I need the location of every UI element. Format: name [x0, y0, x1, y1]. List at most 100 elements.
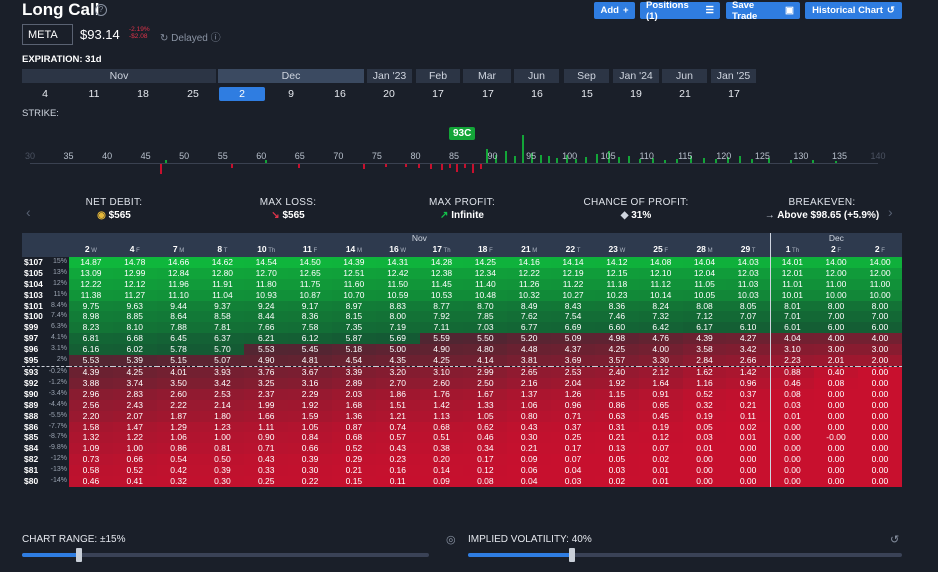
table-cell[interactable]: 0.11	[375, 476, 420, 487]
table-cell[interactable]: 14.00	[814, 256, 858, 268]
table-cell[interactable]: 6.45	[156, 333, 201, 345]
table-cell[interactable]: 1.67	[463, 388, 508, 400]
table-cell[interactable]: 8.15	[331, 311, 376, 323]
table-cell[interactable]: 1.22	[112, 432, 157, 444]
table-cell[interactable]: 11.80	[244, 278, 289, 290]
table-cell[interactable]: 0.00	[726, 465, 771, 477]
table-cell[interactable]: 1.26	[551, 388, 595, 400]
table-cell[interactable]: 12.22	[69, 278, 113, 290]
table-cell[interactable]: 2.40	[594, 366, 639, 378]
table-cell[interactable]: 6.37	[200, 333, 245, 345]
table-cell[interactable]: 8.58	[200, 311, 245, 323]
table-cell[interactable]: 3.10	[419, 366, 464, 378]
table-cell[interactable]: 12.65	[288, 267, 332, 279]
table-cell[interactable]: 0.46	[463, 432, 508, 444]
table-cell[interactable]: 0.45	[638, 410, 683, 422]
table-cell[interactable]: 0.50	[200, 454, 245, 466]
table-cell[interactable]: 0.00	[857, 399, 902, 411]
table-cell[interactable]: 0.04	[551, 465, 595, 477]
table-cell[interactable]: 4.39	[682, 333, 727, 345]
table-cell[interactable]: 1.21	[375, 410, 420, 422]
table-cell[interactable]: 3.69	[551, 355, 595, 367]
table-cell[interactable]: 0.54	[156, 454, 201, 466]
table-cell[interactable]: 12.04	[682, 267, 727, 279]
table-cell[interactable]: 8.10	[112, 322, 157, 334]
table-cell[interactable]: 0.63	[594, 410, 639, 422]
table-cell[interactable]: 1.09	[69, 443, 113, 455]
table-cell[interactable]: 0.33	[244, 465, 289, 477]
table-cell[interactable]: 3.00	[857, 344, 902, 356]
table-cell[interactable]: 6.81	[69, 333, 113, 345]
table-cell[interactable]: 10.14	[638, 289, 683, 301]
table-cell[interactable]: 12.10	[638, 267, 683, 279]
table-cell[interactable]: 11.18	[594, 278, 639, 290]
table-cell[interactable]: 0.00	[769, 454, 815, 466]
table-cell[interactable]: 7.85	[463, 311, 508, 323]
table-cell[interactable]: 9.44	[156, 300, 201, 312]
table-cell[interactable]: 4.25	[112, 366, 157, 378]
table-cell[interactable]: 8.43	[551, 300, 595, 312]
table-cell[interactable]: 7.62	[507, 311, 552, 323]
table-cell[interactable]: 11.00	[814, 278, 858, 290]
table-cell[interactable]: 3.76	[244, 366, 289, 378]
table-cell[interactable]: 3.93	[200, 366, 245, 378]
table-cell[interactable]: 0.02	[594, 476, 639, 487]
table-cell[interactable]: 1.99	[244, 399, 289, 411]
expiry-day-10[interactable]: 16	[531, 88, 543, 100]
table-cell[interactable]: 0.00	[682, 465, 727, 477]
table-cell[interactable]: 0.01	[769, 410, 815, 422]
table-cell[interactable]: 0.00	[769, 443, 815, 455]
table-cell[interactable]: 0.34	[463, 443, 508, 455]
table-cell[interactable]: 6.00	[857, 322, 902, 334]
table-cell[interactable]: 0.81	[200, 443, 245, 455]
table-cell[interactable]: -0.00	[814, 432, 858, 444]
table-cell[interactable]: 14.08	[638, 256, 683, 268]
table-cell[interactable]: 5.50	[463, 333, 508, 345]
table-cell[interactable]: 1.05	[288, 421, 332, 433]
table-cell[interactable]: 0.22	[288, 476, 332, 487]
table-cell[interactable]: 10.53	[419, 289, 464, 301]
table-cell[interactable]: 5.70	[200, 344, 245, 356]
table-cell[interactable]: 2.53	[551, 366, 595, 378]
table-cell[interactable]: 12.12	[112, 278, 157, 290]
selected-strike-badge[interactable]: 93C	[449, 127, 476, 140]
table-cell[interactable]: 7.19	[375, 322, 420, 334]
expiry-day-9[interactable]: 17	[482, 88, 494, 100]
add-button[interactable]: Add +	[594, 2, 635, 19]
table-cell[interactable]: 2.03	[331, 388, 376, 400]
table-cell[interactable]: 14.87	[69, 256, 113, 268]
expiry-day-3[interactable]: 25	[187, 88, 199, 100]
table-cell[interactable]: 2.83	[112, 388, 157, 400]
table-cell[interactable]: 2.96	[69, 388, 113, 400]
table-cell[interactable]: 2.20	[69, 410, 113, 422]
table-cell[interactable]: 0.96	[551, 399, 595, 411]
table-cell[interactable]: 10.32	[507, 289, 552, 301]
expiry-month-2[interactable]: Jan '23	[367, 69, 412, 83]
table-cell[interactable]: 9.17	[288, 300, 332, 312]
implied-volatility-handle[interactable]	[569, 548, 576, 562]
table-cell[interactable]: 6.68	[112, 333, 157, 345]
table-cell[interactable]: 1.42	[419, 399, 464, 411]
table-cell[interactable]: 4.00	[857, 333, 902, 345]
table-cell[interactable]: 11.00	[857, 278, 902, 290]
table-cell[interactable]: 0.03	[594, 465, 639, 477]
table-cell[interactable]: 1.05	[463, 410, 508, 422]
table-cell[interactable]: 11.26	[507, 278, 552, 290]
table-cell[interactable]: 1.00	[112, 443, 157, 455]
table-cell[interactable]: 2.56	[69, 399, 113, 411]
chevron-right-icon[interactable]: ›	[888, 204, 893, 220]
table-cell[interactable]: 11.22	[551, 278, 595, 290]
expiry-month-3[interactable]: Feb	[416, 69, 460, 83]
table-cell[interactable]: 12.15	[594, 267, 639, 279]
table-cell[interactable]: 2.60	[419, 377, 464, 389]
table-cell[interactable]: 1.51	[375, 399, 420, 411]
table-cell[interactable]: 0.03	[682, 432, 727, 444]
table-cell[interactable]: 0.31	[594, 421, 639, 433]
table-cell[interactable]: 14.12	[594, 256, 639, 268]
table-cell[interactable]: 3.74	[112, 377, 157, 389]
table-cell[interactable]: 4.04	[769, 333, 815, 345]
table-cell[interactable]: 0.96	[726, 377, 771, 389]
table-cell[interactable]: 0.71	[244, 443, 289, 455]
table-cell[interactable]: 10.01	[769, 289, 815, 301]
table-cell[interactable]: 5.09	[551, 333, 595, 345]
